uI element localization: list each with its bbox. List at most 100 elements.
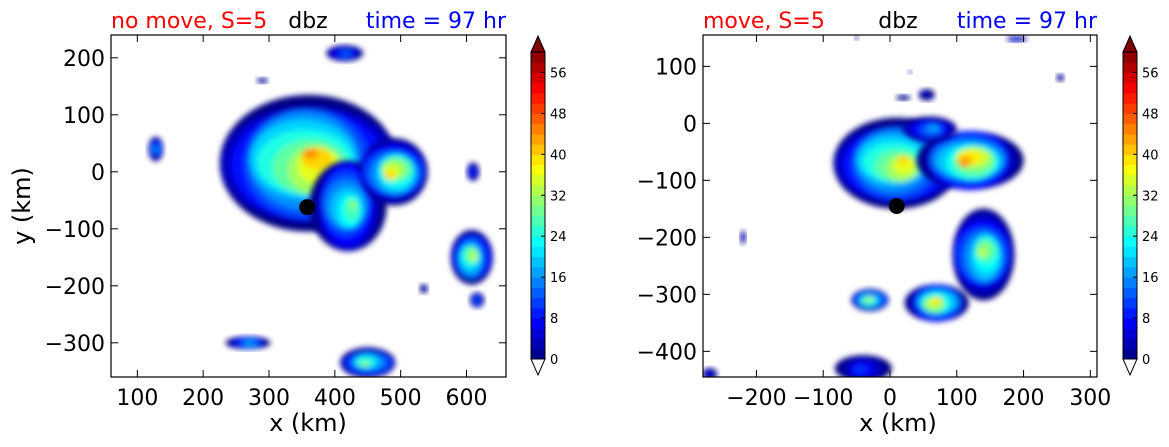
left-xlabel: x (km) [269, 409, 347, 437]
colorbar-segment [531, 133, 545, 145]
echo-cell [916, 131, 1024, 191]
colorbar-segment [531, 266, 545, 278]
y-tick-label: −100 [637, 169, 697, 194]
colorbar-segment [531, 144, 545, 155]
echo-contour [302, 148, 319, 160]
y-tick-label: 0 [683, 112, 697, 137]
colorbar-segment [1123, 205, 1137, 217]
y-tick-label: 200 [63, 47, 105, 72]
colorbar-segment [1123, 266, 1137, 278]
echo-cell [740, 230, 746, 245]
colorbar-tick-label: 56 [1142, 66, 1159, 81]
colorbar-segment [531, 82, 545, 94]
colorbar-segment [1123, 348, 1137, 360]
colorbar-segment [531, 62, 545, 73]
colorbar-segment [531, 205, 545, 217]
x-tick-label: 500 [380, 386, 422, 411]
right-xlabel: x (km) [859, 409, 937, 437]
colorbar-segment [1123, 144, 1137, 155]
right-title-right: time = 97 hr [957, 9, 1098, 34]
colorbar-segment [1123, 297, 1137, 309]
colorbar-segment [531, 72, 545, 84]
echo-cell [256, 77, 269, 84]
colorbar-segment [1123, 82, 1137, 94]
colorbar-extend-max [530, 34, 546, 53]
echo-cell [309, 160, 387, 252]
colorbar-segment [1123, 154, 1137, 166]
colorbar-segment [531, 92, 545, 104]
echo-cell [360, 138, 428, 206]
y-tick-label: 0 [91, 161, 105, 186]
colorbar-segment [531, 318, 545, 329]
x-tick-label: 0 [883, 386, 897, 411]
echo-contour [853, 365, 867, 374]
colorbar-tick-label: 48 [550, 107, 567, 122]
echo-contour [348, 198, 357, 210]
echo-cell [1006, 36, 1027, 42]
y-tick-label: −200 [637, 226, 697, 251]
left-title-right: time = 97 hr [366, 9, 507, 34]
colorbar-segment [1123, 52, 1137, 63]
colorbar-tick-label: 56 [550, 66, 567, 81]
colorbar-segment [1123, 164, 1137, 176]
colorbar-segment [1123, 113, 1137, 125]
colorbar-tick-label: 0 [550, 353, 558, 368]
colorbar-tick-label: 8 [550, 312, 558, 327]
colorbar-segment [1123, 338, 1137, 350]
echo-cell [896, 95, 911, 101]
colorbar-segment [531, 185, 545, 196]
echo-cell [952, 208, 1015, 301]
colorbar-segment [531, 164, 545, 176]
right-plot-frame [702, 34, 1098, 378]
echo-contour [1058, 76, 1063, 80]
right-colorbar: 0 8 16 24 32 40 48 56 [1122, 34, 1159, 377]
x-tick-label: 400 [314, 386, 356, 411]
colorbar-segment [531, 256, 545, 268]
echo-cell [470, 292, 485, 308]
left-panel: no move, S=5 dbz time = 97 hr 100 200 300 4… [8, 9, 567, 437]
colorbar-tick-label: 24 [1142, 230, 1159, 245]
echo-cell [450, 230, 493, 285]
echo-contour [472, 255, 477, 262]
echo-contour [386, 173, 393, 179]
colorbar-tick-label: 40 [550, 148, 567, 163]
echo-contour [474, 298, 478, 302]
echo-contour [706, 372, 712, 377]
colorbar-tick-label: 16 [550, 271, 567, 286]
colorbar-segment [531, 348, 545, 360]
echo-cell [851, 289, 889, 312]
right-center-marker [888, 198, 905, 214]
colorbar-segment [1123, 328, 1137, 340]
colorbar-segment [1123, 256, 1137, 268]
colorbar-tick-label: 0 [1142, 353, 1150, 368]
echo-contour [908, 71, 911, 74]
echo-contour [978, 249, 985, 258]
echo-cell [466, 162, 480, 182]
echo-contour [921, 91, 931, 98]
left-center-marker [299, 199, 316, 216]
colorbar-tick-label: 48 [1142, 107, 1159, 122]
colorbar-segment [1123, 287, 1137, 299]
echo-cell [904, 284, 969, 322]
colorbar-segment [1123, 123, 1137, 135]
colorbar-segment [1123, 72, 1137, 84]
colorbar-segment [1123, 307, 1137, 319]
colorbar-segment [1123, 195, 1137, 206]
right-panel: move, S=5 dbz time = 97 hr −200 −100 0 100 2… [637, 9, 1159, 437]
colorbar-segment [1123, 62, 1137, 73]
echo-contour [868, 297, 873, 300]
colorbar-segment [531, 154, 545, 166]
colorbar-tick-label: 24 [550, 230, 567, 245]
colorbar-segment [531, 174, 545, 186]
colorbar-segment [1123, 92, 1137, 104]
echo-contour [470, 169, 475, 174]
colorbar-segment [531, 52, 545, 63]
echo-cell [903, 116, 957, 142]
echo-contour [959, 161, 967, 167]
colorbar-segment [531, 338, 545, 350]
colorbar-segment [1123, 225, 1137, 237]
x-tick-label: 200 [182, 386, 224, 411]
x-tick-label: 600 [446, 386, 488, 411]
echo-contour [421, 286, 426, 291]
